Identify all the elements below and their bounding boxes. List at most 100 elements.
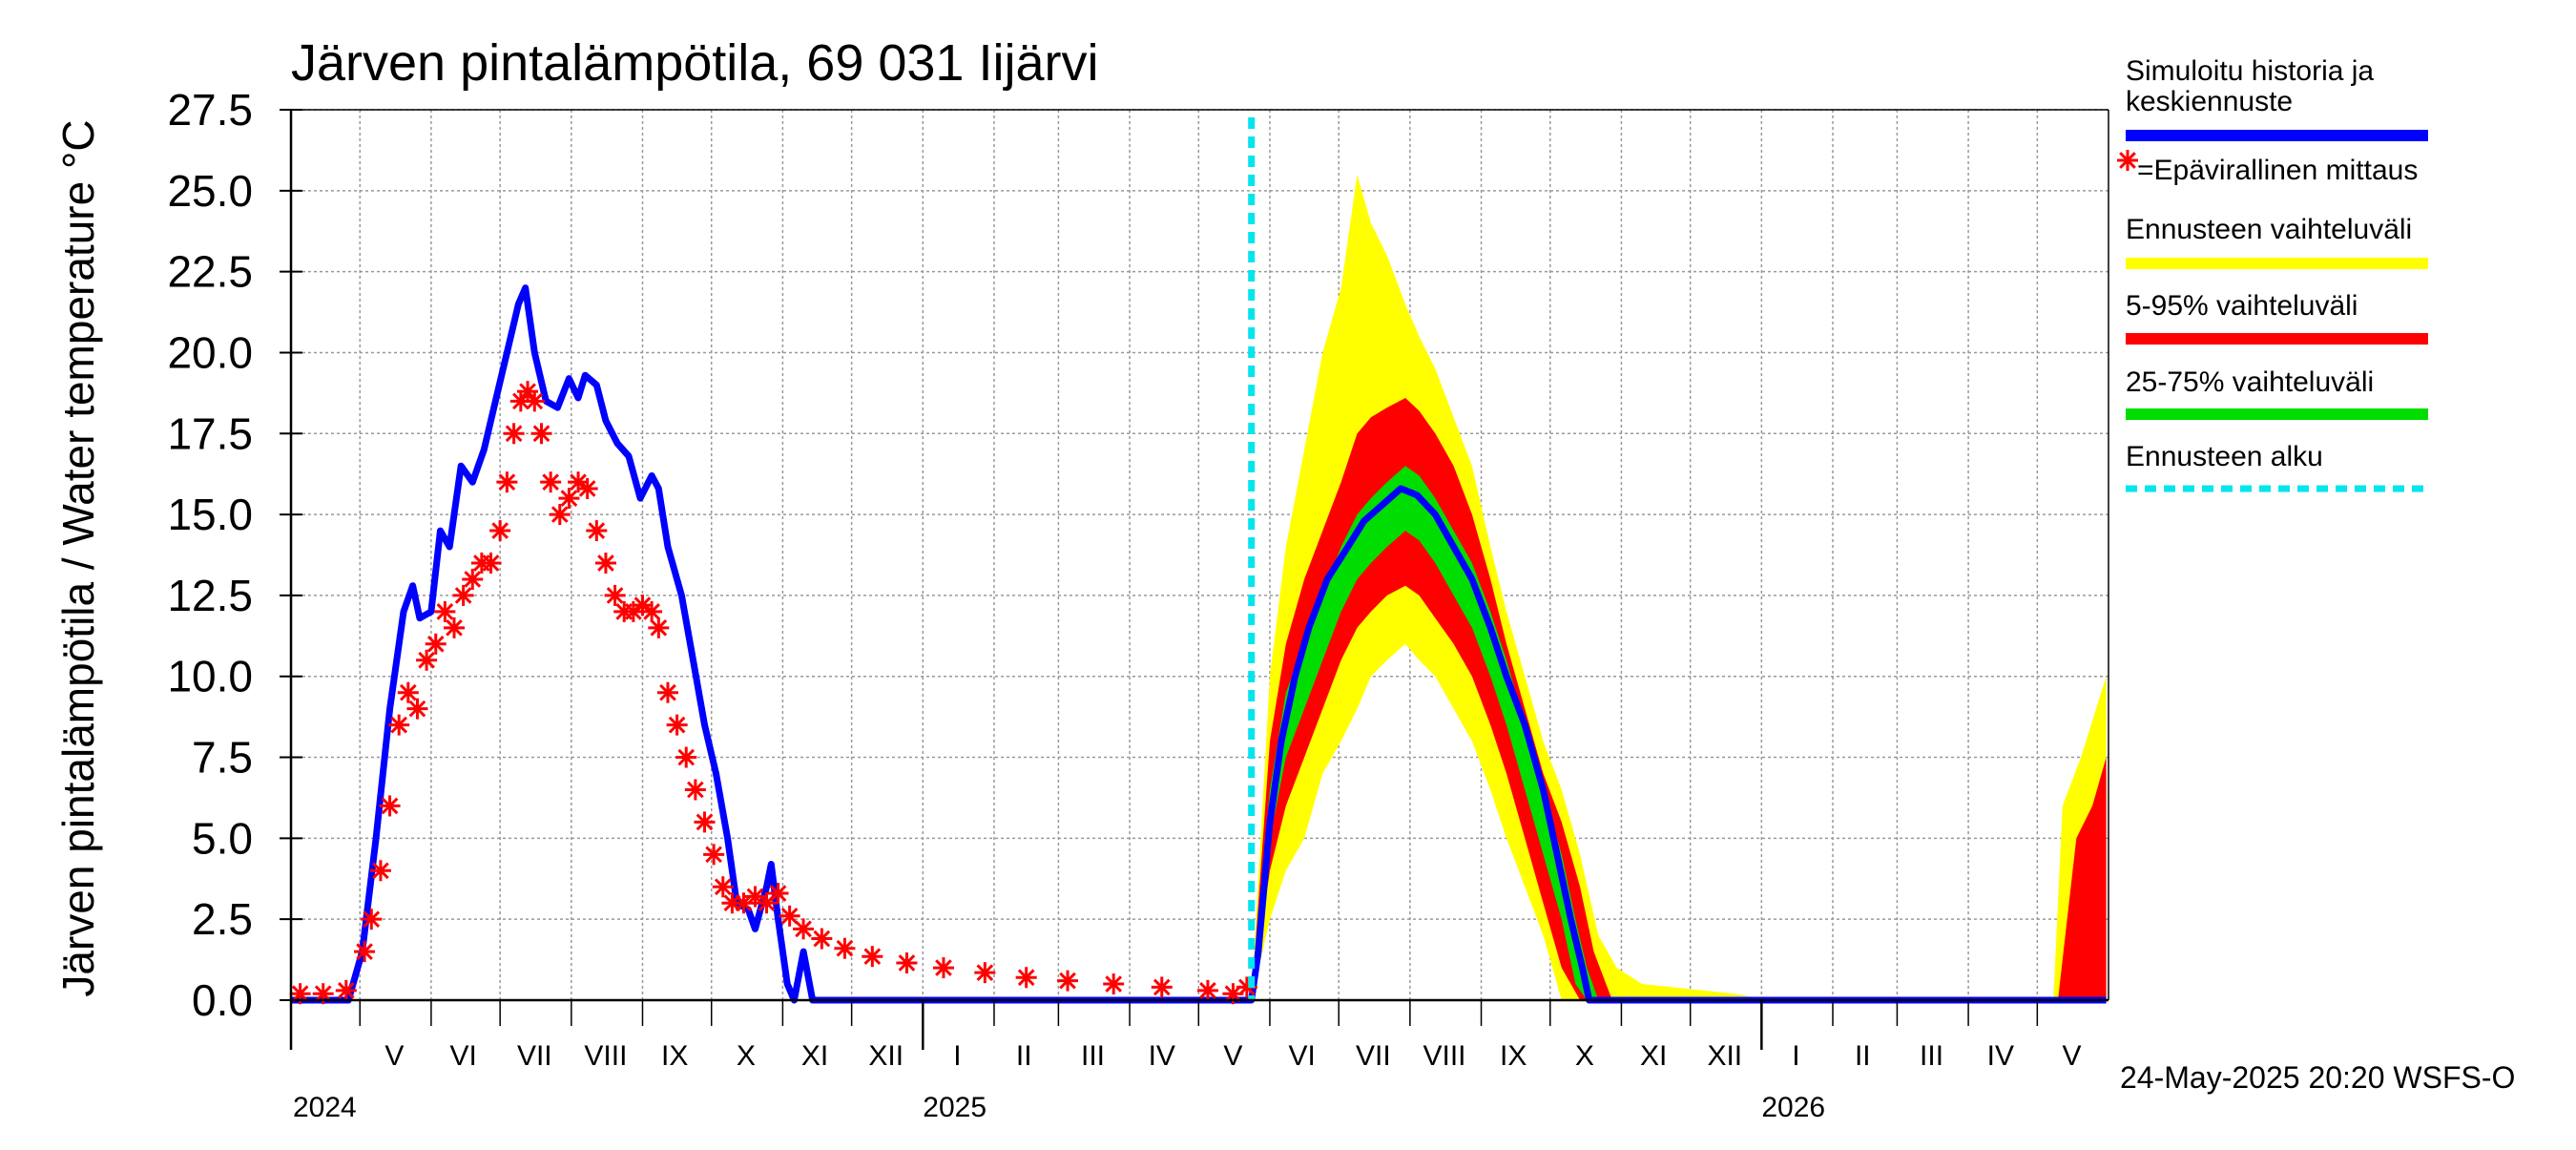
year-label: 2024 [293, 1092, 357, 1123]
y-tick-label: 20.0 [167, 327, 253, 377]
y-tick-label: 22.5 [167, 247, 253, 297]
measurement-point [974, 962, 996, 984]
month-label: I [1792, 1040, 1799, 1072]
footer-timestamp: 24-May-2025 20:20 WSFS-O [2120, 1060, 2515, 1095]
month-label: VI [449, 1040, 476, 1072]
month-label: V [1223, 1040, 1242, 1072]
measurement-point [369, 860, 391, 882]
measurement-point [684, 779, 706, 801]
band-25-75-vaihteluv-li [1251, 466, 2107, 1000]
month-label: XI [1640, 1040, 1667, 1072]
measurement-point [425, 633, 447, 655]
year-label: 2025 [923, 1092, 987, 1123]
measurement-point [694, 811, 716, 833]
measurement-point [932, 957, 954, 979]
x-tick-labels: V VI VII VIII IX X XI XII I II III IV V VI VII VIII IX X X… [293, 1040, 2081, 1123]
y-axis-label: Järven pintalämpötila / Water temperatur… [53, 119, 103, 996]
y-tick-label: 12.5 [167, 571, 253, 620]
measurement-point [896, 951, 918, 973]
month-label: IV [1149, 1040, 1175, 1072]
legend-label: Ennusteen alku [2126, 441, 2323, 472]
month-label: I [953, 1040, 961, 1072]
measurement-point [503, 423, 525, 445]
measurement-markers [289, 381, 1257, 1005]
month-label: XII [868, 1040, 904, 1072]
month-label: X [1575, 1040, 1594, 1072]
series-lines [291, 284, 2107, 1004]
measurement-point [1103, 973, 1125, 995]
measurement-point [604, 584, 626, 606]
chart-title: Järven pintalämpötila, 69 031 Iijärvi [291, 34, 1098, 92]
month-label: X [737, 1040, 756, 1072]
month-label: V [2062, 1040, 2081, 1072]
measurement-point [406, 698, 428, 720]
measurement-point [452, 584, 474, 606]
legend-label: =Epävirallinen mittaus [2137, 155, 2418, 186]
measurement-point [489, 520, 511, 542]
measurement-point [767, 883, 789, 905]
month-label: IX [661, 1040, 688, 1072]
year-label: 2026 [1761, 1092, 1825, 1123]
month-label: IV [1987, 1040, 2014, 1072]
month-label: VII [517, 1040, 552, 1072]
measurement-point [530, 423, 552, 445]
measurement-point [524, 390, 546, 412]
measurement-point [434, 600, 456, 622]
y-tick-label: 15.0 [167, 490, 253, 539]
month-label: II [1855, 1040, 1871, 1072]
y-tick-label: 25.0 [167, 166, 253, 216]
measurement-point [1057, 970, 1079, 992]
measurement-point [648, 617, 670, 638]
measurement-point [462, 568, 484, 590]
legend-marker-asterisk [2117, 150, 2138, 171]
y-tick-label: 27.5 [167, 85, 253, 135]
legend-item: Ennusteen alku [2126, 441, 2428, 492]
measurement-point [811, 928, 833, 950]
month-label: VIII [1423, 1040, 1465, 1072]
series-line-mean [291, 284, 2107, 1004]
measurement-point [397, 681, 419, 703]
measurement-point [361, 909, 383, 930]
legend-label-line2: keskiennuste [2126, 86, 2293, 117]
y-tick-label: 7.5 [192, 733, 253, 783]
month-label: V [384, 1040, 404, 1072]
measurement-point [656, 681, 678, 703]
measurement-point [779, 905, 800, 927]
month-label: XII [1707, 1040, 1742, 1072]
forecast-bands [1251, 174, 2107, 1000]
month-label: VIII [584, 1040, 627, 1072]
measurement-point [576, 477, 598, 499]
measurement-point [335, 979, 357, 1001]
measurement-point [594, 552, 616, 574]
legend-label-line1: Simuloitu historia ja [2126, 55, 2374, 87]
measurement-point [703, 844, 725, 866]
legend-label: 25-75% vaihteluväli [2126, 366, 2374, 398]
measurement-point [1015, 967, 1037, 989]
measurement-point [354, 941, 376, 963]
legend-item: 25-75% vaihteluväli [2126, 366, 2428, 420]
y-tick-label: 10.0 [167, 652, 253, 701]
month-label: III [1081, 1040, 1105, 1072]
measurement-point [480, 552, 502, 574]
legend-label: 5-95% vaihteluväli [2126, 290, 2358, 322]
y-tick-label: 17.5 [167, 408, 253, 458]
measurement-point [666, 714, 688, 736]
measurement-point [675, 746, 697, 768]
measurement-point [388, 714, 410, 736]
month-label: XI [801, 1040, 828, 1072]
measurement-point [641, 600, 663, 622]
legend-item: Ennusteen vaihteluväli [2126, 214, 2428, 269]
measurement-point [496, 471, 518, 493]
measurement-point [793, 918, 815, 940]
measurement-point [549, 504, 571, 526]
y-tick-label: 0.0 [192, 975, 253, 1025]
measurement-point [1151, 976, 1173, 998]
measurement-point [416, 649, 438, 671]
measurement-point [632, 595, 654, 617]
y-tick-labels: 0.0 2.5 5.0 7.5 10.0 12.5 15.0 17.5 20.0 22.5 25.0… [167, 85, 302, 1025]
measurement-point [312, 983, 334, 1005]
grid-lines [291, 109, 2109, 1000]
band-5-95-vaihteluv-li [1251, 398, 2107, 1000]
